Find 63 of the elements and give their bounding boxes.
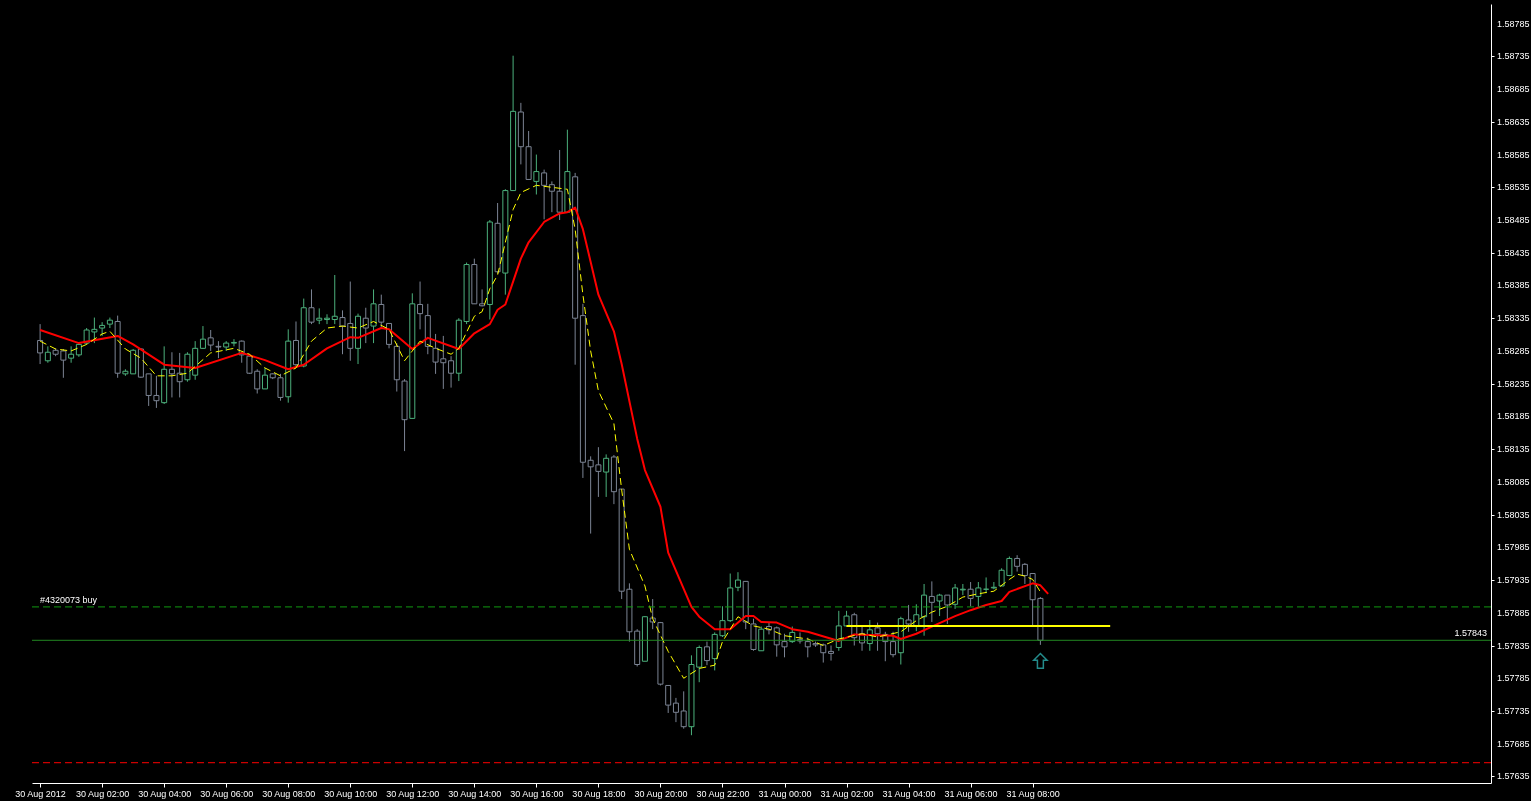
- x-tick-label: 30 Aug 06:00: [200, 788, 254, 799]
- candlestick: [37, 323, 44, 365]
- candlestick: [230, 338, 237, 347]
- x-tick-label: 31 Aug 04:00: [882, 788, 936, 799]
- x-tick-label: 31 Aug 02:00: [820, 788, 874, 799]
- y-tick-label: 1.58335: [1497, 313, 1530, 324]
- candlestick: [990, 581, 997, 590]
- y-tick-label: 1.58585: [1497, 149, 1530, 160]
- candlestick: [261, 367, 268, 390]
- y-tick-label: 1.57885: [1497, 607, 1530, 618]
- candlestick: [417, 281, 424, 330]
- candlestick: [828, 645, 835, 662]
- x-tick-label: 30 Aug 08:00: [262, 788, 316, 799]
- y-tick-label: 1.58085: [1497, 476, 1530, 487]
- candlestick: [665, 684, 672, 714]
- x-tick-label: 30 Aug 20:00: [634, 788, 688, 799]
- y-tick-label: 1.58535: [1497, 182, 1530, 193]
- y-tick-label: 1.57835: [1497, 640, 1530, 651]
- candlestick: [99, 321, 106, 337]
- x-tick-label: 30 Aug 02:00: [76, 788, 130, 799]
- y-tick-label: 1.58035: [1497, 509, 1530, 520]
- y-tick-label: 1.58135: [1497, 444, 1530, 455]
- y-tick-label: 1.57635: [1497, 771, 1530, 782]
- y-tick-label: 1.57785: [1497, 673, 1530, 684]
- y-tick-label: 1.58285: [1497, 345, 1530, 356]
- candlestick: [890, 631, 897, 658]
- x-tick-label: 31 Aug 06:00: [944, 788, 998, 799]
- x-tick-label: 30 Aug 16:00: [510, 788, 564, 799]
- candlestick: [921, 583, 928, 637]
- y-tick-label: 1.58785: [1497, 18, 1530, 29]
- x-tick-label: 31 Aug 08:00: [1006, 788, 1060, 799]
- y-tick-label: 1.57985: [1497, 542, 1530, 553]
- y-tick-label: 1.57935: [1497, 575, 1530, 586]
- x-tick-label: 30 Aug 14:00: [448, 788, 502, 799]
- candlestick: [168, 351, 175, 398]
- candlestick: [952, 583, 959, 610]
- y-tick-label: 1.58435: [1497, 247, 1530, 258]
- x-tick-label: 30 Aug 04:00: [138, 788, 192, 799]
- candlestick: [324, 313, 331, 325]
- candlestick: [199, 325, 206, 350]
- x-tick-label: 30 Aug 2012: [15, 788, 66, 799]
- y-tick-label: 1.57735: [1497, 705, 1530, 716]
- x-tick-label: 30 Aug 22:00: [696, 788, 750, 799]
- x-tick-label: 30 Aug 12:00: [386, 788, 440, 799]
- y-tick-label: 1.58685: [1497, 84, 1530, 95]
- x-tick-label: 30 Aug 18:00: [572, 788, 626, 799]
- y-tick-label: 1.58735: [1497, 51, 1530, 62]
- y-tick-label: 1.58235: [1497, 378, 1530, 389]
- y-tick-label: 1.57685: [1497, 738, 1530, 749]
- candlestick: [672, 697, 679, 723]
- candlestick: [207, 329, 214, 352]
- y-tick-label: 1.58485: [1497, 215, 1530, 226]
- y-tick-label: 1.58385: [1497, 280, 1530, 291]
- y-tick-label: 1.58185: [1497, 411, 1530, 422]
- candlestick: [734, 571, 741, 592]
- x-tick-label: 31 Aug 00:00: [758, 788, 812, 799]
- candlestick: [703, 641, 710, 666]
- ref-line-label: #4320073 buy: [40, 594, 98, 605]
- candlestick: [448, 355, 455, 389]
- y-tick-label: 1.58635: [1497, 116, 1530, 127]
- ref-line-label: 1.57843: [1454, 628, 1487, 639]
- candlestick: [479, 288, 486, 307]
- x-tick-label: 30 Aug 10:00: [324, 788, 378, 799]
